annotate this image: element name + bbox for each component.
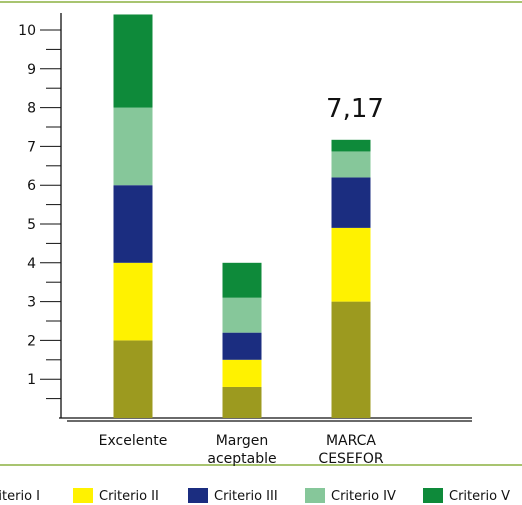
y-tick-label: 5 bbox=[27, 217, 36, 233]
y-tick-label: 3 bbox=[27, 295, 36, 311]
legend-swatch bbox=[188, 488, 208, 503]
y-tick-label: 8 bbox=[27, 101, 36, 117]
y-tick-label: 10 bbox=[18, 23, 36, 39]
legend-swatch bbox=[305, 488, 325, 503]
y-tick-label: 4 bbox=[27, 256, 36, 272]
annotations: 7,17 bbox=[326, 94, 384, 124]
legend-label: Criterio I bbox=[0, 489, 40, 504]
bar-segment bbox=[222, 262, 262, 298]
bar-segment bbox=[331, 151, 371, 178]
y-tick-label: 9 bbox=[27, 62, 36, 78]
legend-label: Criterio III bbox=[214, 489, 278, 504]
y-tick-label: 2 bbox=[27, 333, 36, 349]
category-label: Margen bbox=[216, 433, 269, 449]
bar-segment bbox=[113, 14, 153, 108]
legend-swatch bbox=[73, 488, 93, 503]
y-tick-label: 7 bbox=[27, 139, 36, 155]
legend-swatch bbox=[423, 488, 443, 503]
bar-segment bbox=[331, 139, 371, 152]
category-label: Excelente bbox=[99, 433, 168, 449]
bar-segment bbox=[222, 297, 262, 333]
bar-segment bbox=[331, 177, 371, 228]
legend-label: Criterio II bbox=[99, 489, 159, 504]
legend: Criterio I Criterio II Criterio III Criteri… bbox=[0, 488, 510, 504]
bar-segment bbox=[113, 107, 153, 186]
bar-segment bbox=[331, 301, 371, 418]
category-label: CESEFOR bbox=[318, 451, 383, 467]
bar-segment bbox=[222, 332, 262, 360]
category-labels: Excelente Margen aceptable MARCA CESEFOR bbox=[99, 433, 384, 467]
legend-label: Criterio V bbox=[449, 489, 510, 504]
total-annotation: 7,17 bbox=[326, 94, 384, 124]
bar-segment bbox=[222, 359, 262, 387]
y-tick-label: 6 bbox=[27, 178, 36, 194]
bar-segment bbox=[331, 227, 371, 302]
bar-segment bbox=[113, 262, 153, 341]
bar-segment bbox=[222, 386, 262, 418]
category-label: aceptable bbox=[207, 451, 276, 467]
bars bbox=[113, 14, 371, 418]
bar-segment bbox=[113, 185, 153, 263]
category-label: MARCA bbox=[326, 433, 376, 449]
legend-label: Criterio IV bbox=[331, 489, 396, 504]
bar-segment bbox=[113, 340, 153, 418]
y-tick-label: 1 bbox=[27, 372, 36, 388]
